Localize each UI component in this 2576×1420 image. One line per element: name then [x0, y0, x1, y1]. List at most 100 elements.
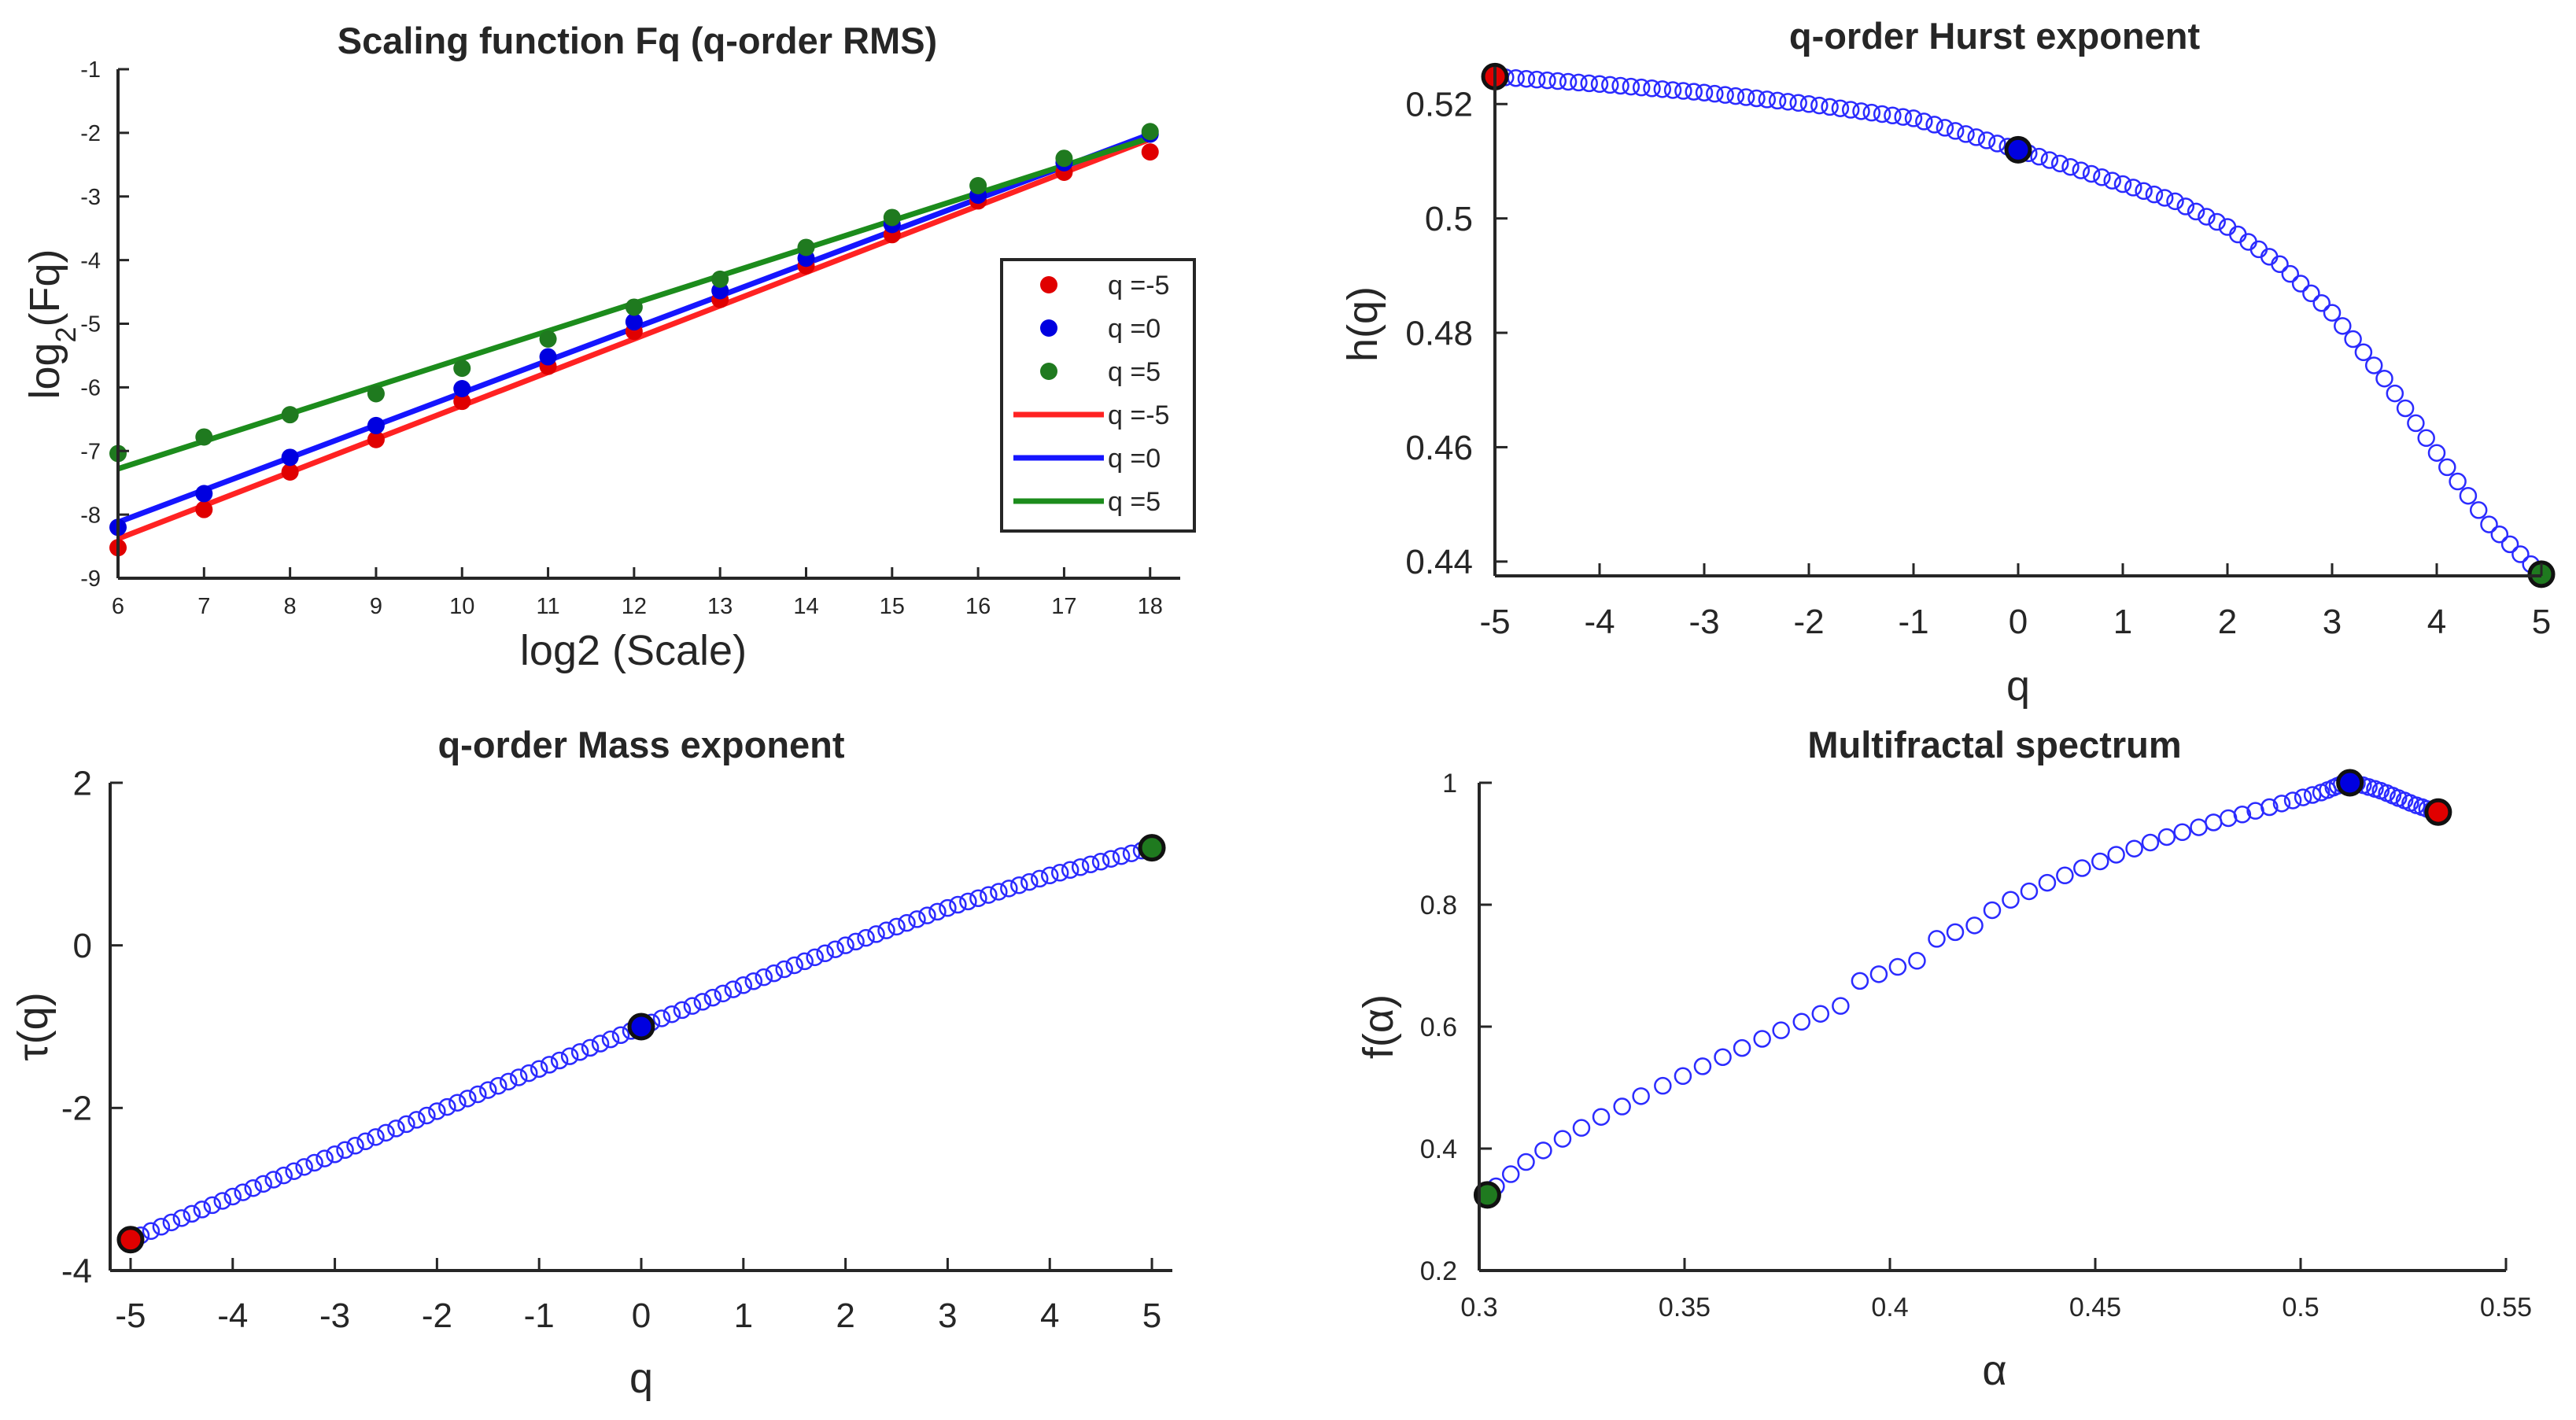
hurst-curve-point: [2469, 501, 2488, 519]
hurst-curve-point: [2135, 182, 2153, 201]
mass-curve-point: [244, 1178, 262, 1197]
hurst-curve-point: [1904, 109, 1923, 127]
scaling-plot-area: [109, 123, 1159, 557]
hurst-y-tick-label: 0.46: [1405, 429, 1473, 467]
mass-curve-point: [1010, 876, 1028, 894]
mass-curve-point: [142, 1222, 161, 1241]
spectrum-point: [1632, 1087, 1650, 1105]
hurst-x-tick-label: -4: [1584, 603, 1615, 641]
spectrum-point: [1965, 917, 1984, 935]
hurst-curve-point: [2334, 317, 2352, 335]
hurst-curve-point: [1884, 106, 1902, 125]
scaling-x-tick-label: 8: [284, 594, 297, 619]
mass-plot-area: [116, 834, 1166, 1254]
mass-curve-point: [519, 1064, 538, 1083]
mass-x-tick-label: -2: [422, 1296, 452, 1335]
hurst-curve-point: [2386, 384, 2404, 403]
mass-curve-point: [550, 1051, 569, 1070]
spectrum-point: [1654, 1076, 1672, 1095]
spectrum-point: [1592, 1108, 1611, 1126]
hurst-curve-point: [1852, 102, 1870, 120]
hurst-curve-point: [2030, 147, 2048, 166]
scaling-y-label: log2(Fq): [21, 249, 82, 399]
hurst-curve-point: [1663, 81, 1682, 99]
hurst-y-tick-label: 0.44: [1405, 543, 1473, 581]
mass-curve-point: [1081, 855, 1100, 873]
hurst-curve-point: [2103, 172, 2121, 190]
scaling-y-tick-label: -9: [80, 566, 101, 592]
mass-curve-point: [264, 1171, 282, 1189]
mass-curve-point: [928, 902, 947, 921]
mass-curve-point: [479, 1081, 497, 1099]
hurst-curve-point: [1946, 122, 1965, 140]
mass-curve-point: [795, 952, 814, 971]
hurst-x-tick-label: -3: [1688, 603, 1719, 641]
mass-highlight-point: [116, 1226, 145, 1254]
spectrum-point: [1983, 901, 2002, 920]
hurst-curve-point: [2459, 486, 2478, 505]
spectrum-highlight-point: [2336, 769, 2364, 797]
spectrum-x-tick-label: 0.55: [2480, 1293, 2532, 1322]
mass-curve-point: [662, 1005, 681, 1024]
spectrum-y-tick-label: 0.4: [1420, 1134, 1457, 1164]
data-point-green: [453, 360, 471, 378]
hurst-curve-point: [2198, 208, 2216, 226]
hurst-curve-point: [2271, 255, 2289, 274]
mass-curve-point: [703, 988, 722, 1007]
data-point-green: [539, 330, 557, 348]
hurst-ticks: -5 -4 -3 -2 -1 0 1 2 3 4 5 0.44 0.46 0.48 0.5 0.52: [1405, 86, 2551, 641]
mass-chart: q-order Mass exponent -5 -4 -3 -2 -1 0 1 2 3 4 5 -4…: [9, 724, 1172, 1402]
data-point-red: [195, 500, 213, 518]
hurst-curve-point: [2375, 369, 2393, 388]
hurst-curve-point: [2072, 161, 2091, 179]
spectrum-point: [1811, 1005, 1830, 1023]
mass-curve-point: [847, 932, 865, 951]
spectrum-x-tick-label: 0.45: [2069, 1293, 2121, 1322]
mass-x-tick-label: -5: [115, 1296, 146, 1335]
spectrum-point: [2260, 798, 2279, 817]
data-point-green: [281, 406, 299, 424]
hurst-curve-point: [1632, 78, 1651, 97]
legend-label: q =5: [1108, 357, 1161, 387]
data-point-red: [281, 463, 299, 481]
data-point-green: [195, 428, 213, 446]
hurst-curve-point: [1915, 112, 1933, 131]
spectrum-point: [1772, 1021, 1790, 1039]
mass-curve-point: [888, 917, 906, 936]
data-point-blue: [281, 448, 299, 467]
mass-curve-point: [234, 1183, 252, 1201]
hurst-curve-point: [2260, 248, 2279, 266]
spectrum-x-tick-label: 0.35: [1659, 1293, 1711, 1322]
mass-curve-point: [581, 1038, 600, 1057]
hurst-curve-point: [1527, 70, 1546, 89]
spectrum-point: [1928, 930, 1946, 948]
mass-curve-point: [1061, 861, 1079, 880]
mass-x-tick-label: 1: [734, 1296, 753, 1335]
data-point-green: [969, 177, 987, 195]
hurst-curve-point: [1685, 83, 1703, 101]
data-point-blue: [539, 348, 557, 366]
scaling-x-tick-label: 7: [197, 594, 210, 619]
mass-curve-point: [489, 1076, 507, 1095]
hurst-curve-point: [2291, 275, 2310, 293]
mass-y-tick-label: 2: [73, 764, 92, 802]
mass-curve-point: [652, 1009, 671, 1027]
mass-curve-point: [254, 1175, 272, 1193]
mass-curve-point: [1000, 880, 1018, 898]
spectrum-point: [2091, 852, 2109, 871]
hurst-curve-point: [1831, 99, 1850, 117]
hurst-x-tick-label: 1: [2113, 603, 2132, 641]
mass-curve-point: [898, 913, 916, 932]
spectrum-point: [1693, 1057, 1712, 1075]
hurst-curve-point: [2344, 330, 2362, 349]
hurst-curve-point: [2417, 429, 2435, 448]
hurst-x-tick-label: -2: [1793, 603, 1824, 641]
hurst-curve-point: [1799, 95, 1818, 113]
hurst-x-tick-label: 0: [2009, 603, 2028, 641]
spectrum-y-tick-label: 0.2: [1420, 1256, 1457, 1286]
spectrum-point: [1534, 1142, 1552, 1160]
mass-curve-point: [836, 936, 854, 954]
hurst-curve-point: [1789, 94, 1807, 112]
mass-curve-point: [744, 972, 763, 990]
hurst-y-label: h(q): [1339, 286, 1386, 362]
